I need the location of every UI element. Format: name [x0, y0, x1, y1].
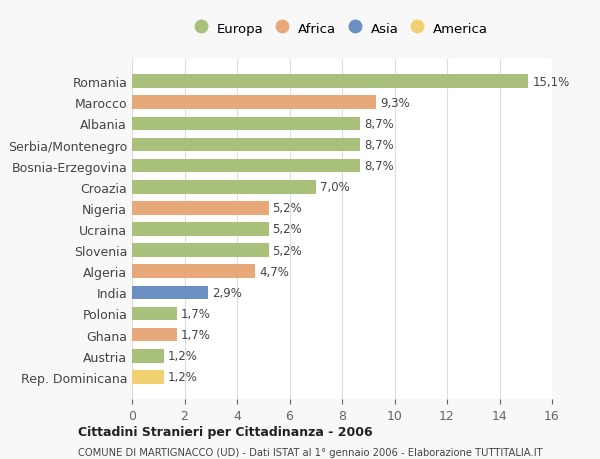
Text: 1,2%: 1,2% — [167, 370, 197, 384]
Text: 5,2%: 5,2% — [272, 202, 302, 215]
Bar — [132, 328, 176, 342]
Bar — [132, 180, 316, 194]
Text: 4,7%: 4,7% — [259, 265, 289, 278]
Bar — [132, 117, 361, 131]
Text: 9,3%: 9,3% — [380, 96, 410, 110]
Text: 7,0%: 7,0% — [320, 181, 349, 194]
Text: 5,2%: 5,2% — [272, 223, 302, 236]
Bar — [132, 286, 208, 300]
Bar — [132, 370, 163, 384]
Bar — [132, 159, 361, 173]
Text: 2,9%: 2,9% — [212, 286, 242, 299]
Text: 8,7%: 8,7% — [364, 139, 394, 151]
Text: 8,7%: 8,7% — [364, 118, 394, 131]
Text: 1,2%: 1,2% — [167, 349, 197, 363]
Bar — [132, 265, 256, 279]
Legend: Europa, Africa, Asia, America: Europa, Africa, Asia, America — [196, 22, 488, 35]
Text: Cittadini Stranieri per Cittadinanza - 2006: Cittadini Stranieri per Cittadinanza - 2… — [78, 425, 373, 438]
Bar — [132, 349, 163, 363]
Bar — [132, 223, 269, 236]
Text: 5,2%: 5,2% — [272, 244, 302, 257]
Text: 8,7%: 8,7% — [364, 160, 394, 173]
Bar — [132, 202, 269, 215]
Bar — [132, 307, 176, 321]
Text: 1,7%: 1,7% — [181, 328, 211, 341]
Bar — [132, 244, 269, 257]
Text: 15,1%: 15,1% — [532, 75, 569, 89]
Bar — [132, 96, 376, 110]
Bar — [132, 138, 361, 152]
Text: 1,7%: 1,7% — [181, 308, 211, 320]
Text: COMUNE DI MARTIGNACCO (UD) - Dati ISTAT al 1° gennaio 2006 - Elaborazione TUTTIT: COMUNE DI MARTIGNACCO (UD) - Dati ISTAT … — [78, 447, 542, 457]
Bar — [132, 75, 529, 89]
